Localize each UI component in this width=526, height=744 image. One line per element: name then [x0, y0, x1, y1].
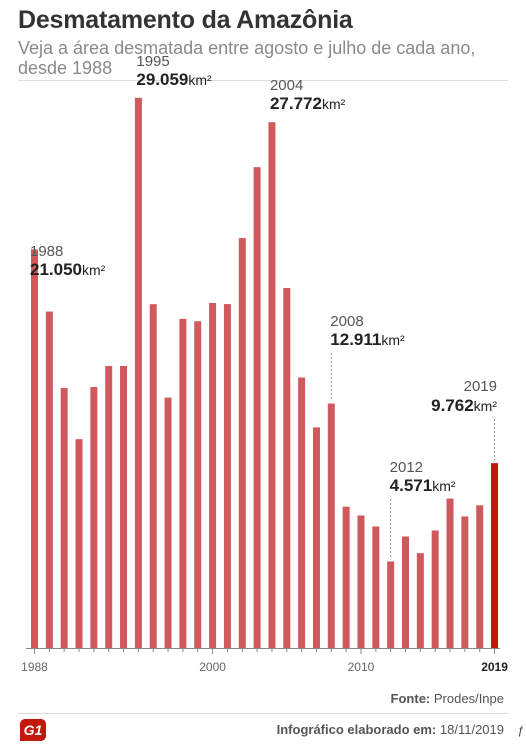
annotation-value-2012: 4.571km² — [390, 476, 456, 495]
bar-1998 — [179, 318, 187, 648]
bar-2000 — [209, 302, 217, 648]
bar-1999 — [194, 321, 202, 648]
annotation-unit-2008: km² — [381, 332, 405, 348]
bar-1992 — [90, 386, 98, 648]
bar-2005 — [283, 288, 291, 648]
bar-2006 — [298, 377, 306, 648]
bar-1991 — [75, 439, 83, 648]
credit-date: 18/11/2019 — [439, 722, 504, 737]
bar-2018 — [476, 505, 484, 648]
credit-label: Infográfico elaborado em: — [276, 722, 437, 737]
credit-note: Infográfico elaborado em: 18/11/2019 — [277, 722, 504, 737]
bar-1993 — [105, 365, 113, 648]
bar-2008 — [327, 403, 335, 648]
bar-2010 — [357, 515, 365, 648]
bar-2013 — [402, 536, 409, 648]
bar-1995 — [134, 97, 142, 648]
bar-2017 — [461, 516, 469, 648]
bar-1990 — [60, 388, 68, 648]
x-tick-label-2000: 2000 — [199, 660, 226, 674]
header-divider — [18, 80, 508, 81]
annotation-value-2008: 12.911km² — [330, 330, 405, 349]
annotation-value-1995: 29.059km² — [136, 70, 212, 89]
bar-chart: 1988 2000 2010 2019198821.050km²199529.059k… — [21, 53, 508, 674]
bar-1997 — [164, 397, 172, 648]
bar-1994 — [120, 365, 128, 648]
annotation-value-1988: 21.050km² — [30, 260, 106, 279]
x-tick-label-2019: 2019 — [481, 660, 508, 674]
annotation-year-1988: 1988 — [30, 243, 63, 260]
bar-2019 — [491, 463, 499, 648]
bar-2011 — [372, 526, 380, 648]
bar-2015 — [431, 530, 439, 648]
bar-2016 — [446, 498, 454, 648]
annotation-year-2012: 2012 — [390, 459, 423, 476]
annotation-unit-1988: km² — [82, 262, 106, 278]
annotation-year-1995: 1995 — [136, 53, 169, 70]
chart-subtitle: Veja a área desmatada entre agosto e jul… — [18, 38, 476, 78]
source-value: Prodes/Inpe — [433, 691, 504, 706]
chart-title: Desmatamento da Amazônia — [18, 6, 353, 34]
annotation-value-2019: 9.762km² — [431, 396, 497, 415]
bar-2007 — [312, 427, 320, 648]
footer-divider — [18, 713, 508, 714]
bar-1989 — [45, 311, 53, 648]
annotation-unit-2019: km² — [474, 398, 498, 414]
annotation-value-2004: 27.772km² — [270, 94, 346, 113]
x-tick-label-2010: 2010 — [348, 660, 375, 674]
bar-2003 — [253, 167, 261, 649]
bar-1988 — [31, 249, 38, 648]
annotation-unit-2012: km² — [432, 478, 456, 494]
bar-2009 — [342, 506, 350, 648]
annotation-year-2008: 2008 — [330, 313, 363, 330]
bar-2002 — [238, 238, 246, 648]
bar-2004 — [268, 122, 276, 649]
x-tick-label-1988: 1988 — [21, 660, 48, 674]
source-note: Fonte: Prodes/Inpe — [391, 691, 504, 706]
annotation-unit-2004: km² — [322, 96, 346, 112]
source-label: Fonte: — [390, 691, 431, 706]
bar-2012 — [387, 561, 395, 648]
bar-2001 — [223, 304, 231, 648]
bar-2014 — [416, 553, 424, 648]
annotation-unit-1995: km² — [188, 72, 212, 88]
annotation-year-2019: 2019 — [464, 378, 497, 395]
annotation-year-2004: 2004 — [270, 77, 303, 94]
bar-1996 — [149, 304, 157, 648]
corner-mark: ƒ — [517, 725, 524, 737]
g1-logo[interactable]: G1 — [20, 719, 46, 741]
